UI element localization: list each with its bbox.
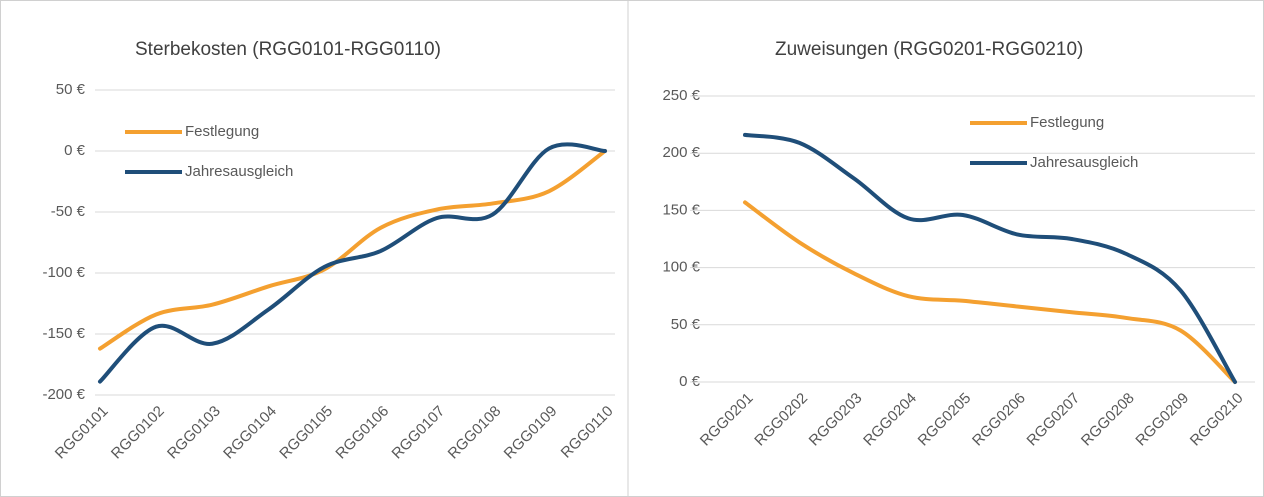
y-tick-label: 0 €: [679, 373, 701, 390]
y-tick-label: -200 €: [42, 386, 85, 403]
y-tick-label: 200 €: [662, 144, 700, 161]
legend-label: Jahresausgleich: [1030, 154, 1138, 171]
legend-label: Jahresausgleich: [185, 163, 293, 180]
y-tick-label: 150 €: [662, 201, 700, 218]
y-tick-label: 250 €: [662, 87, 700, 104]
legend-label: Festlegung: [185, 123, 259, 140]
chart-title: Zuweisungen (RGG0201-RGG0210): [775, 39, 1083, 60]
y-tick-label: -50 €: [51, 203, 86, 220]
y-tick-label: -150 €: [42, 325, 85, 342]
y-tick-label: -100 €: [42, 264, 85, 281]
y-tick-label: 50 €: [671, 316, 701, 333]
line-series: [743, 132, 1237, 384]
line-series: [743, 200, 1237, 384]
line-series: [98, 149, 607, 351]
y-tick-label: 0 €: [64, 142, 86, 159]
legend-label: Festlegung: [1030, 114, 1104, 131]
y-tick-label: 50 €: [56, 81, 86, 98]
chart-title: Sterbekosten (RGG0101-RGG0110): [135, 39, 441, 60]
line-series: [98, 142, 607, 384]
y-tick-label: 100 €: [662, 259, 700, 276]
